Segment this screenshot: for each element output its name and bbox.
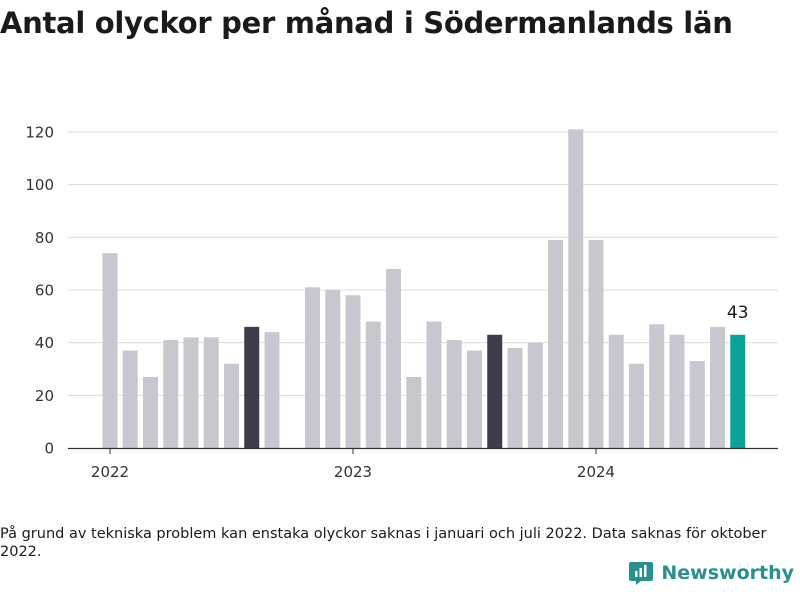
bar-2023-03 <box>386 268 401 448</box>
bar-2023-10 <box>527 342 543 448</box>
bar-2023-04 <box>406 376 422 448</box>
newsworthy-logo-icon <box>629 562 654 585</box>
bar-2024-08 <box>730 334 746 448</box>
labels: 0 20 40 60 80 100 120 2022 2023 2024 43 <box>25 124 748 482</box>
latest-value-label: 43 <box>727 303 749 323</box>
bar-2023-01 <box>345 295 361 448</box>
y-tick-label: 60 <box>35 282 54 300</box>
bar-2024-03 <box>629 363 644 448</box>
bar-2022-11 <box>305 287 320 448</box>
bar-2024-06 <box>689 361 705 448</box>
bar-2023-06 <box>446 340 462 448</box>
bar-2023-05 <box>426 321 442 448</box>
bars <box>102 129 746 448</box>
bar-2022-08 <box>244 326 260 448</box>
bar-2022-01 <box>102 253 118 448</box>
x-tick-label: 2022 <box>91 463 129 481</box>
bar-2022-07 <box>224 363 239 448</box>
bar-2024-02 <box>608 334 624 448</box>
y-tick-label: 120 <box>25 124 54 142</box>
bar-2024-07 <box>710 326 725 448</box>
axes <box>68 447 778 454</box>
newsworthy-logo: Newsworthy <box>629 560 794 586</box>
bar-2023-11 <box>548 239 563 448</box>
y-tick-label: 100 <box>25 176 54 194</box>
bar-2022-03 <box>143 376 158 448</box>
y-tick-label: 80 <box>35 229 54 247</box>
bar-2022-06 <box>203 337 219 448</box>
y-tick-label: 0 <box>44 440 54 458</box>
bar-2023-07 <box>467 350 482 448</box>
bar-2024-05 <box>669 334 685 448</box>
x-tick-label: 2024 <box>577 463 615 481</box>
bar-2024-01 <box>588 239 604 448</box>
bar-2023-09 <box>507 347 523 448</box>
bar-2023-02 <box>365 321 381 448</box>
chart-title: Antal olyckor per månad i Södermanlands … <box>0 6 733 40</box>
bar-2022-05 <box>183 337 199 448</box>
bar-2022-04 <box>163 340 179 448</box>
y-tick-label: 40 <box>35 334 54 352</box>
bar-2024-04 <box>649 324 665 448</box>
bar-2023-08 <box>487 334 503 448</box>
y-tick-label: 20 <box>35 387 54 405</box>
bar-2022-02 <box>122 350 138 448</box>
bar-2022-09 <box>264 332 280 448</box>
newsworthy-logo-text: Newsworthy <box>661 562 794 584</box>
bar-2022-12 <box>325 290 341 448</box>
footnote: På grund av tekniska problem kan enstaka… <box>0 526 767 560</box>
bar-2023-12 <box>568 129 584 448</box>
x-tick-label: 2023 <box>334 463 372 481</box>
